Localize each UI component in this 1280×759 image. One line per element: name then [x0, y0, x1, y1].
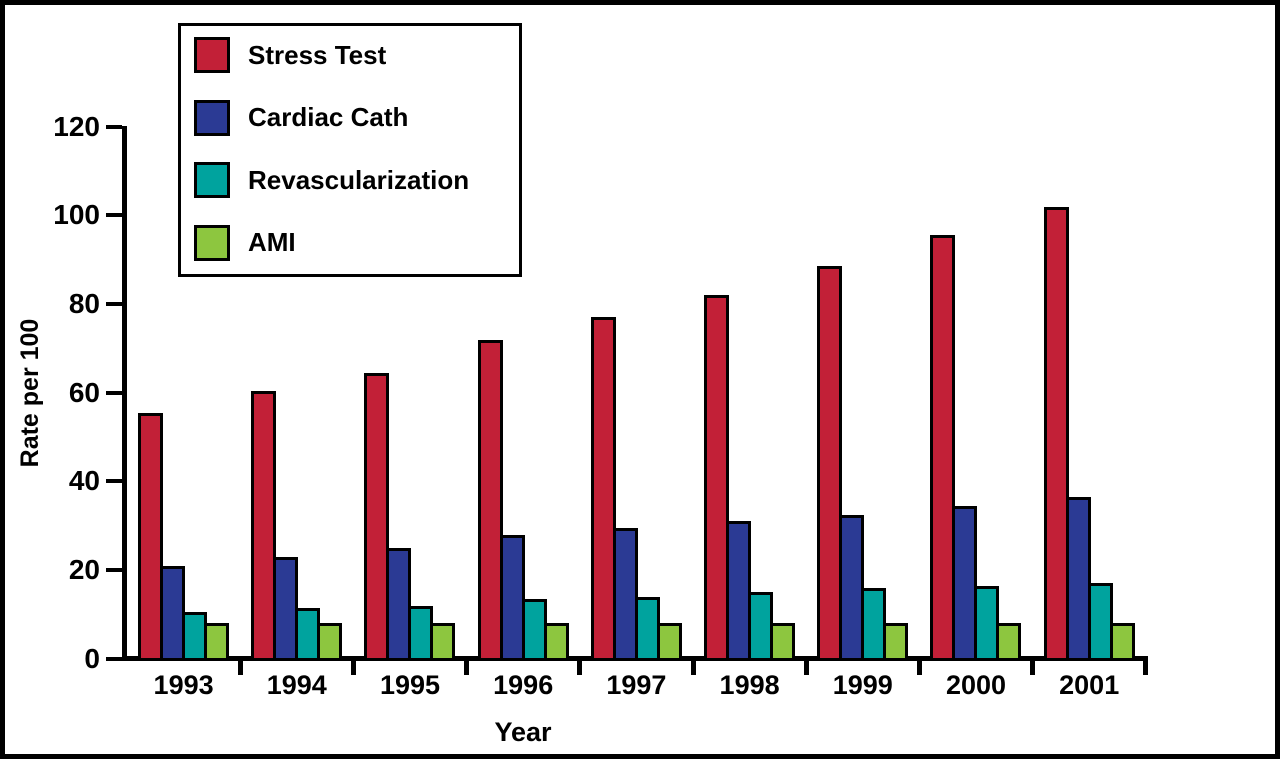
- x-axis-tick: [237, 656, 243, 675]
- legend-label-revascularization: Revascularization: [248, 164, 470, 195]
- legend-label-cardiac-cath: Cardiac Cath: [248, 102, 409, 133]
- bar-stress-test-1997: [590, 317, 616, 661]
- bar-stress-test-2000: [930, 235, 956, 661]
- y-tick-label: 120: [53, 110, 100, 142]
- bar-cardiac-cath-2001: [1065, 497, 1091, 661]
- x-category-label: 1995: [379, 670, 441, 700]
- y-axis-tick: [106, 656, 122, 661]
- x-category-label: 2001: [1059, 670, 1120, 700]
- legend-item-revascularization: Revascularization: [194, 162, 511, 199]
- bar-stress-test-1998: [704, 295, 729, 661]
- bar-ami-1997: [656, 623, 682, 661]
- y-tick-label: 60: [68, 376, 100, 408]
- y-tick-label: 80: [68, 287, 100, 319]
- legend-swatch-ami: [194, 224, 230, 261]
- y-axis-line: [122, 126, 127, 661]
- x-category-label: 1999: [832, 670, 893, 700]
- bar-ami-1996: [543, 623, 569, 661]
- bar-cardiac-cath-1993: [160, 566, 185, 661]
- bar-revascularization-2000: [974, 586, 1000, 661]
- x-axis-tick: [464, 656, 470, 675]
- legend-swatch-stress-test: [194, 37, 230, 73]
- x-category-label: 1994: [266, 670, 327, 700]
- x-category-label: 1997: [606, 670, 667, 700]
- y-axis-tick: [106, 213, 122, 218]
- x-category-label: 1993: [153, 670, 214, 700]
- legend-item-stress-test: Stress Test: [194, 37, 511, 73]
- bar-cardiac-cath-1997: [612, 528, 638, 661]
- y-tick-label: 40: [68, 465, 100, 497]
- legend: Stress Test Cardiac Cath Revascularization…: [178, 23, 522, 277]
- x-axis-tick: [803, 656, 809, 675]
- y-tick-label: 100: [53, 199, 100, 231]
- x-axis-tick: [916, 656, 922, 675]
- bar-revascularization-2001: [1087, 583, 1113, 661]
- bar-revascularization-1997: [634, 597, 660, 661]
- x-axis-tick: [1143, 656, 1149, 675]
- bar-ami-2000: [996, 623, 1022, 661]
- bar-ami-1998: [770, 623, 795, 661]
- bar-ami-2001: [1109, 623, 1135, 661]
- y-axis-tick: [106, 567, 122, 572]
- bar-ami-1995: [430, 623, 456, 661]
- bar-ami-1994: [317, 623, 343, 661]
- bar-ami-1999: [883, 623, 909, 661]
- bar-ami-1993: [204, 623, 229, 661]
- bar-stress-test-1995: [364, 373, 390, 661]
- x-axis-tick: [350, 656, 356, 675]
- legend-swatch-cardiac-cath: [194, 99, 230, 136]
- y-axis-tick: [106, 124, 122, 129]
- bar-revascularization-1998: [748, 592, 773, 661]
- legend-label-stress-test: Stress Test: [248, 39, 387, 70]
- legend-item-cardiac-cath: Cardiac Cath: [194, 99, 511, 136]
- x-axis-tick: [577, 656, 583, 675]
- x-category-label: 1996: [493, 670, 554, 700]
- x-axis-tick: [690, 656, 696, 675]
- x-axis-title: Year: [494, 717, 552, 747]
- y-tick-label: 0: [84, 642, 100, 674]
- bar-cardiac-cath-1998: [726, 521, 751, 661]
- x-category-label: 1998: [719, 670, 780, 700]
- bar-stress-test-2001: [1043, 207, 1069, 661]
- y-axis-tick: [106, 390, 122, 395]
- bar-cardiac-cath-1995: [386, 548, 412, 661]
- legend-label-ami: AMI: [248, 227, 296, 258]
- bar-cardiac-cath-1996: [499, 535, 525, 661]
- x-axis-tick: [1030, 656, 1036, 675]
- bar-cardiac-cath-2000: [952, 506, 978, 661]
- y-axis-tick: [106, 479, 122, 484]
- x-category-label: 2000: [945, 670, 1007, 700]
- bar-stress-test-1996: [477, 340, 503, 661]
- legend-item-ami: AMI: [194, 224, 511, 261]
- y-axis-tick: [106, 301, 122, 306]
- bar-stress-test-1994: [251, 391, 277, 661]
- bar-stress-test-1999: [817, 266, 843, 661]
- legend-swatch-revascularization: [194, 162, 230, 199]
- bar-stress-test-1993: [138, 413, 163, 661]
- bar-cardiac-cath-1999: [839, 515, 865, 661]
- y-tick-label: 20: [68, 553, 100, 585]
